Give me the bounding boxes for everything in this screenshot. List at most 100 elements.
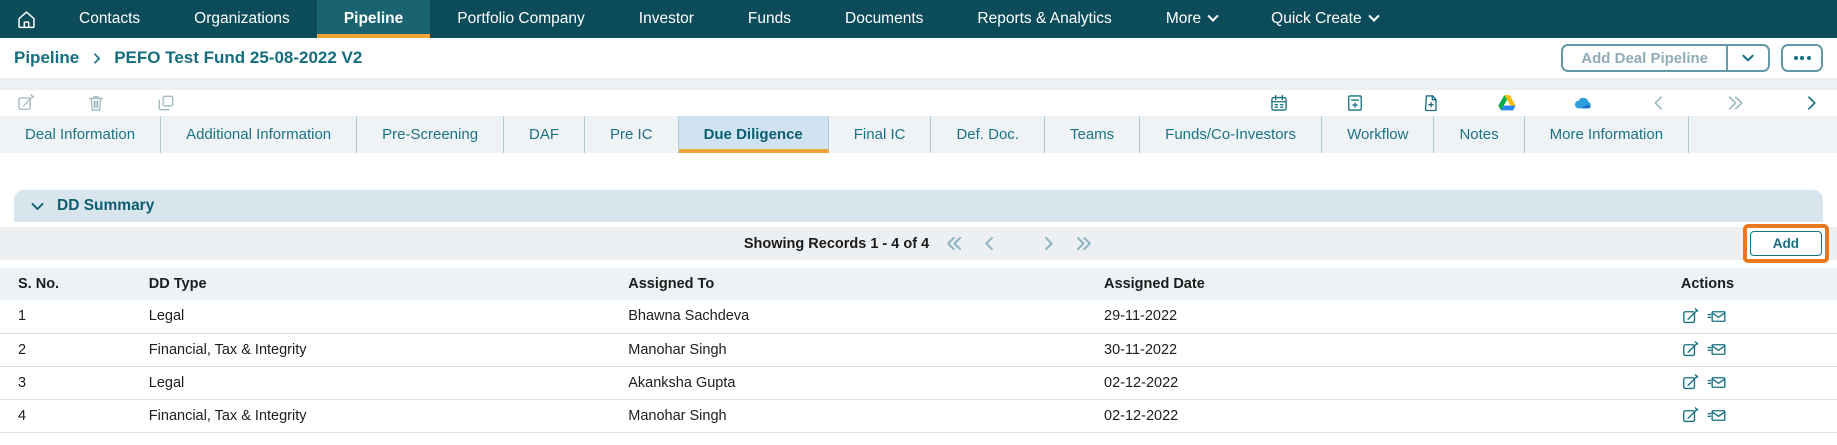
nav-label: Pipeline (343, 10, 404, 27)
chevron-right-icon[interactable] (1801, 93, 1821, 113)
column-header-assigned-date: Assigned Date (1104, 268, 1681, 300)
send-email-icon[interactable] (1707, 340, 1726, 359)
cell-assigned-date: 02-12-2022 (1104, 399, 1681, 433)
nav-item-documents[interactable]: Documents (818, 0, 950, 38)
table-header-row: S. No. DD Type Assigned To Assigned Date… (0, 268, 1837, 300)
nav-label: Documents (845, 10, 924, 27)
tab-deal-information[interactable]: Deal Information (0, 116, 162, 153)
tab-notes[interactable]: Notes (1434, 116, 1525, 153)
cell-sno: 4 (0, 399, 149, 433)
table-row: 3 Legal Akanksha Gupta 02-12-2022 (0, 366, 1837, 400)
tab-funds-co-investors[interactable]: Funds/Co-Investors (1140, 116, 1323, 153)
send-email-icon[interactable] (1707, 373, 1726, 392)
last-page-icon[interactable] (1074, 234, 1093, 253)
add-button-highlight: Add (1742, 224, 1829, 263)
row-actions (1681, 373, 1837, 392)
delete-icon[interactable] (86, 93, 106, 113)
cell-dd-type: Financial, Tax & Integrity (148, 399, 629, 433)
send-email-icon[interactable] (1707, 406, 1726, 425)
table-row: 4 Financial, Tax & Integrity Manohar Sin… (0, 399, 1837, 433)
tab-pre-ic[interactable]: Pre IC (585, 116, 679, 153)
nav-item-pipeline[interactable]: Pipeline (316, 0, 431, 38)
cell-assigned-to: Manohar Singh (628, 333, 1105, 367)
nav-label: Portfolio Company (457, 10, 585, 27)
chevron-down-icon[interactable] (1726, 46, 1768, 70)
dd-summary-header[interactable]: DD Summary (14, 190, 1823, 222)
cell-assigned-date: 30-11-2022 (1104, 333, 1681, 367)
cell-dd-type: Legal (148, 300, 629, 334)
onedrive-icon[interactable] (1573, 93, 1593, 113)
more-options-button[interactable] (1781, 44, 1823, 72)
nav-item-funds[interactable]: Funds (721, 0, 818, 38)
google-drive-icon[interactable] (1497, 93, 1517, 113)
nav-item-organizations[interactable]: Organizations (167, 0, 317, 38)
toolbar-left (16, 93, 176, 113)
cell-sno: 1 (0, 300, 149, 334)
next-page-icon[interactable] (1039, 234, 1058, 253)
tab-daf[interactable]: DAF (504, 116, 586, 153)
chevron-down-icon (1207, 10, 1219, 22)
cell-assigned-to: Manohar Singh (628, 399, 1105, 433)
chevron-down-icon (1367, 10, 1380, 22)
double-chevron-right-icon[interactable] (1725, 93, 1745, 113)
tab-final-ic[interactable]: Final IC (829, 116, 932, 153)
edit-icon[interactable] (16, 93, 36, 113)
home-icon[interactable] (0, 0, 52, 38)
edit-row-icon[interactable] (1681, 307, 1700, 326)
record-tabs: Deal Information Additional Information … (0, 116, 1837, 153)
previous-page-icon[interactable] (980, 234, 999, 253)
breadcrumb-root[interactable]: Pipeline (14, 48, 80, 67)
row-actions (1681, 406, 1837, 425)
cell-assigned-date: 29-11-2022 (1104, 300, 1681, 334)
cell-assigned-date: 02-12-2022 (1104, 366, 1681, 400)
nav-label: Quick Create (1271, 10, 1362, 27)
nav-item-more[interactable]: More (1139, 0, 1244, 38)
cell-assigned-to: Bhawna Sachdeva (628, 300, 1105, 334)
add-file-icon[interactable] (1421, 93, 1441, 113)
tab-due-diligence[interactable]: Due Diligence (678, 116, 829, 153)
cell-dd-type: Financial, Tax & Integrity (148, 333, 629, 367)
edit-row-icon[interactable] (1681, 340, 1700, 359)
tab-additional-information[interactable]: Additional Information (161, 116, 358, 153)
breadcrumb: Pipeline PEFO Test Fund 25-08-2022 V2 (14, 48, 362, 68)
add-deal-pipeline-button[interactable]: Add Deal Pipeline (1561, 44, 1770, 72)
clone-icon[interactable] (156, 93, 176, 113)
pagination-label: Showing Records 1 - 4 of 4 (743, 235, 930, 252)
chevron-down-icon (31, 202, 44, 210)
dd-summary-table: S. No. DD Type Assigned To Assigned Date… (0, 268, 1837, 433)
tab-def-doc[interactable]: Def. Doc. (931, 116, 1045, 153)
nav-item-investor[interactable]: Investor (612, 0, 721, 38)
add-button[interactable]: Add (1749, 231, 1822, 256)
edit-row-icon[interactable] (1681, 373, 1700, 392)
tab-pre-screening[interactable]: Pre-Screening (357, 116, 505, 153)
pagination-controls: Showing Records 1 - 4 of 4 (744, 234, 1093, 253)
nav-item-quick-create[interactable]: Quick Create (1244, 0, 1404, 38)
tab-teams[interactable]: Teams (1045, 116, 1141, 153)
cell-sno: 2 (0, 333, 149, 367)
table-row: 2 Financial, Tax & Integrity Manohar Sin… (0, 333, 1837, 367)
top-navbar: Contacts Organizations Pipeline Portfoli… (0, 0, 1837, 38)
breadcrumb-chevron-icon (90, 52, 103, 65)
nav-label: Organizations (194, 10, 290, 27)
nav-label: Contacts (79, 10, 141, 27)
column-header-actions: Actions (1680, 268, 1837, 300)
column-header-assigned-to: Assigned To (628, 268, 1105, 300)
nav-item-reports-analytics[interactable]: Reports & Analytics (950, 0, 1138, 38)
send-email-icon[interactable] (1707, 307, 1726, 326)
table-row: 1 Legal Bhawna Sachdeva 29-11-2022 (0, 300, 1837, 334)
tab-more-information[interactable]: More Information (1525, 116, 1690, 153)
edit-row-icon[interactable] (1681, 406, 1700, 425)
breadcrumb-row: Pipeline PEFO Test Fund 25-08-2022 V2 Ad… (0, 38, 1837, 78)
add-form-icon[interactable] (1345, 93, 1365, 113)
nav-item-portfolio-company[interactable]: Portfolio Company (430, 0, 612, 38)
calendar-icon[interactable] (1269, 93, 1289, 113)
toolbar-right (1269, 93, 1821, 113)
first-page-icon[interactable] (945, 234, 964, 253)
cell-dd-type: Legal (148, 366, 629, 400)
chevron-left-icon[interactable] (1649, 93, 1669, 113)
tab-workflow[interactable]: Workflow (1322, 116, 1435, 153)
nav-item-contacts[interactable]: Contacts (52, 0, 167, 38)
nav-label: Reports & Analytics (977, 10, 1112, 27)
section-title: DD Summary (57, 197, 155, 214)
nav-label: Investor (638, 10, 694, 27)
